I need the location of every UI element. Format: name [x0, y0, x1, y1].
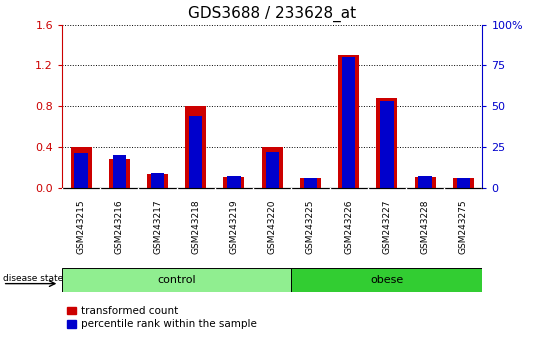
Text: GSM243226: GSM243226: [344, 200, 353, 254]
Bar: [338, 55, 359, 188]
Bar: [376, 98, 397, 188]
Text: GSM243216: GSM243216: [115, 200, 124, 254]
Bar: [71, 147, 92, 188]
Text: GSM243220: GSM243220: [268, 200, 277, 254]
Bar: [418, 176, 432, 188]
Bar: [151, 173, 164, 188]
Bar: [109, 159, 130, 188]
Bar: [457, 178, 470, 188]
Text: GSM243217: GSM243217: [153, 200, 162, 254]
Text: obese: obese: [370, 275, 404, 285]
Bar: [185, 106, 206, 188]
Bar: [414, 177, 436, 188]
Bar: [304, 178, 317, 188]
Text: GSM243275: GSM243275: [459, 200, 468, 254]
Bar: [113, 155, 126, 188]
Legend: transformed count, percentile rank within the sample: transformed count, percentile rank withi…: [67, 306, 257, 329]
Text: disease state: disease state: [3, 274, 63, 283]
Bar: [300, 178, 321, 188]
Text: GSM243225: GSM243225: [306, 200, 315, 254]
Bar: [291, 268, 482, 292]
Text: GSM243219: GSM243219: [230, 200, 238, 254]
Title: GDS3688 / 233628_at: GDS3688 / 233628_at: [188, 6, 356, 22]
Bar: [262, 147, 283, 188]
Bar: [224, 177, 245, 188]
Bar: [147, 175, 168, 188]
Text: GSM243218: GSM243218: [191, 200, 201, 254]
Text: control: control: [157, 275, 196, 285]
Text: GSM243228: GSM243228: [420, 200, 430, 254]
Bar: [342, 57, 355, 188]
Bar: [189, 116, 203, 188]
Bar: [74, 153, 88, 188]
Bar: [227, 176, 240, 188]
Bar: [380, 101, 393, 188]
Bar: [62, 268, 291, 292]
Bar: [266, 152, 279, 188]
Bar: [453, 178, 474, 188]
Text: GSM243215: GSM243215: [77, 200, 86, 254]
Text: GSM243227: GSM243227: [382, 200, 391, 254]
